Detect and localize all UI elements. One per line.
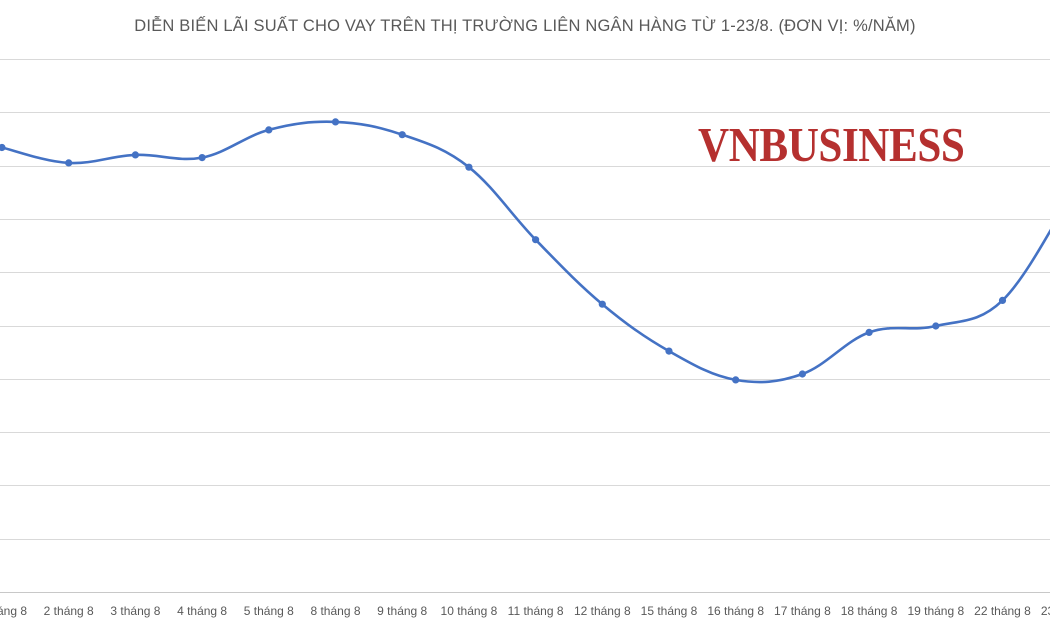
data-points <box>0 118 1007 384</box>
x-tick-label: 15 tháng 8 <box>641 604 698 618</box>
data-point <box>665 347 673 355</box>
x-tick-label: 17 tháng 8 <box>774 604 831 618</box>
x-tick-label: 11 tháng 8 <box>508 604 564 618</box>
x-axis-labels: 1 tháng 8 2 tháng 8 3 tháng 8 4 tháng 8 5 th… <box>0 604 1050 618</box>
data-point <box>398 131 406 139</box>
data-point <box>0 143 6 152</box>
data-point <box>198 154 206 162</box>
data-point <box>598 300 606 308</box>
x-tick-label: 1 tháng 8 <box>0 604 27 618</box>
data-point <box>331 118 340 126</box>
x-tick-label: 4 tháng 8 <box>177 604 227 618</box>
x-tick-label: 19 tháng 8 <box>907 604 964 618</box>
data-point <box>798 370 807 378</box>
x-tick-label: 12 tháng 8 <box>574 604 631 618</box>
data-point <box>998 296 1007 304</box>
x-tick-label: 16 tháng 8 <box>707 604 764 618</box>
watermark-logo: VNBUSINESS <box>698 117 965 172</box>
data-point <box>265 126 273 134</box>
x-tick-label: 18 tháng 8 <box>841 604 898 618</box>
x-tick-label: 23 tháng 8 <box>1041 604 1050 618</box>
x-tick-label: 5 tháng 8 <box>244 604 294 618</box>
x-tick-label: 22 tháng 8 <box>974 604 1031 618</box>
data-point <box>932 322 940 330</box>
x-tick-label: 8 tháng 8 <box>310 604 360 618</box>
x-tick-label: 10 tháng 8 <box>441 604 498 618</box>
x-tick-label: 9 tháng 8 <box>377 604 427 618</box>
x-tick-label: 2 tháng 8 <box>44 604 94 618</box>
data-point <box>532 236 540 244</box>
x-tick-label: 3 tháng 8 <box>110 604 160 618</box>
data-point <box>732 376 740 384</box>
gridlines <box>0 59 1050 593</box>
data-point <box>65 159 73 167</box>
data-point <box>865 328 873 336</box>
chart-title: DIỄN BIẾN LÃI SUẤT CHO VAY TRÊN THỊ TRƯỜ… <box>134 17 916 35</box>
series-line <box>0 120 1050 384</box>
data-point <box>465 163 473 171</box>
data-point <box>131 151 139 159</box>
